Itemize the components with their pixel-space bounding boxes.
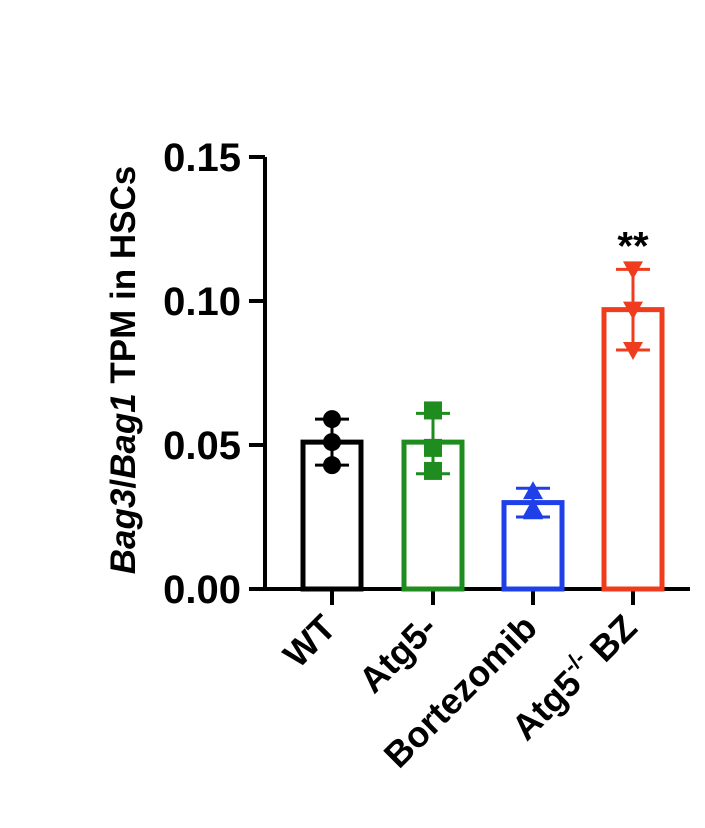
data-point bbox=[323, 456, 341, 475]
data-point bbox=[323, 433, 341, 452]
y-tick-label: 0.05 bbox=[163, 424, 241, 468]
data-points bbox=[323, 261, 643, 520]
data-point bbox=[623, 301, 643, 320]
x-tick-label: WT bbox=[275, 607, 344, 676]
bar bbox=[501, 500, 565, 592]
data-point bbox=[523, 501, 543, 520]
significance-label: ** bbox=[617, 224, 649, 268]
error-bars bbox=[315, 267, 650, 519]
data-point bbox=[424, 461, 442, 480]
y-tick-label: 0.10 bbox=[163, 280, 241, 324]
y-tick-label: 0.15 bbox=[163, 136, 241, 180]
data-point bbox=[424, 438, 442, 457]
data-point bbox=[623, 341, 643, 360]
y-tick-label: 0.00 bbox=[163, 568, 241, 612]
x-tick-label: Atg5- bbox=[351, 607, 445, 701]
y-tick-labels: 0.00 0.05 0.10 0.15 bbox=[163, 136, 241, 612]
y-axis-label: Bag3/Bag1 TPM in HSCs bbox=[104, 166, 143, 574]
data-point bbox=[623, 261, 643, 280]
bars bbox=[300, 307, 665, 592]
data-point bbox=[424, 401, 442, 420]
data-point bbox=[523, 481, 543, 500]
annotations: ** bbox=[617, 224, 649, 268]
data-point bbox=[323, 410, 341, 429]
